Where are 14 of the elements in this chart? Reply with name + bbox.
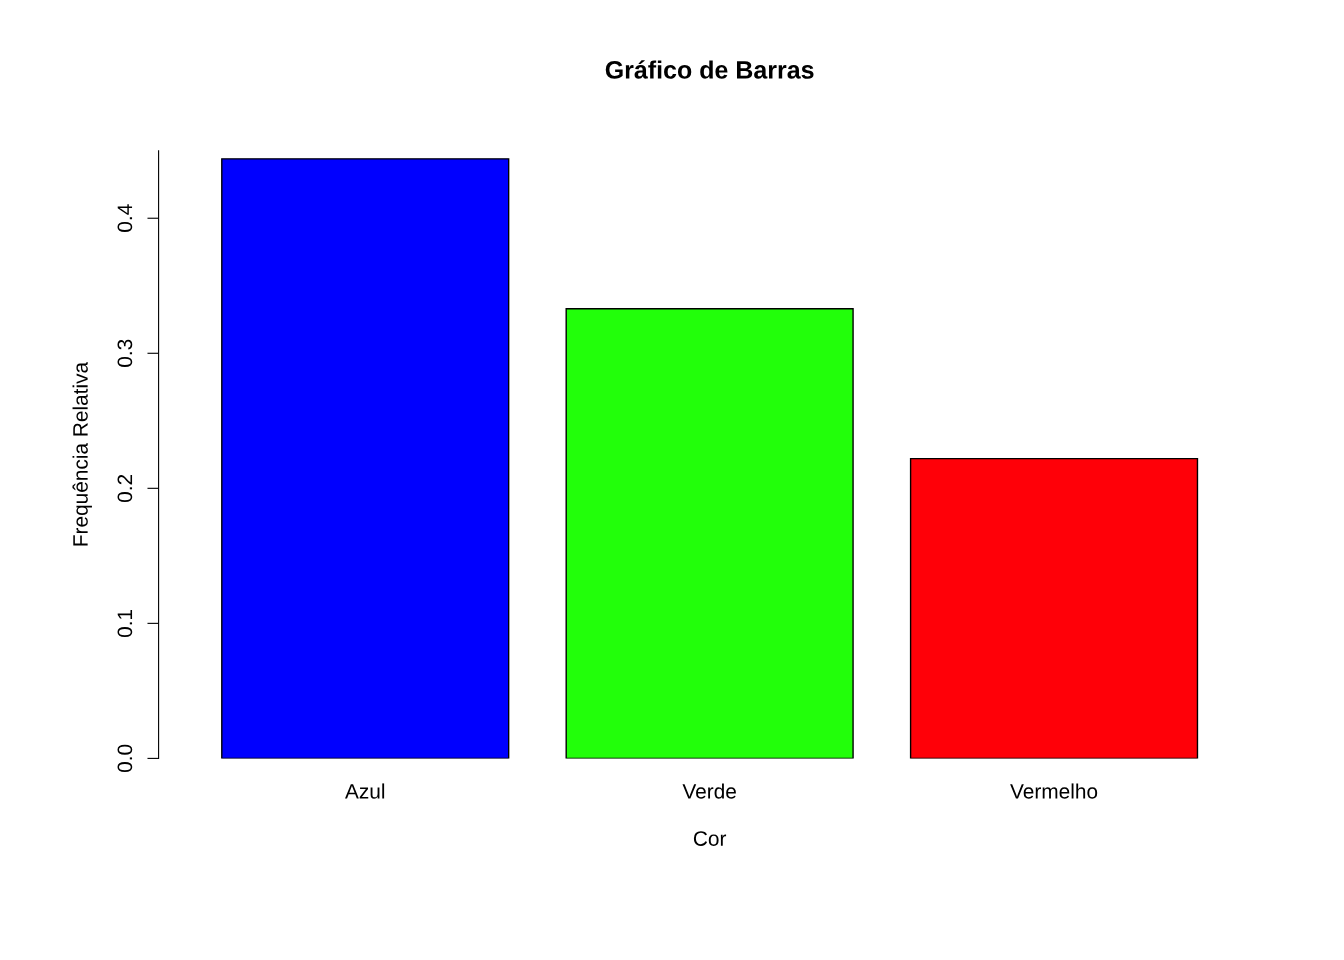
y-tick-label: 0.4	[117, 204, 133, 232]
x-axis-title: Cor	[693, 831, 727, 846]
y-axis-title: Frequência Relativa	[72, 361, 92, 546]
x-tick-label: Verde	[682, 783, 736, 799]
y-tick-label: 0.1	[117, 609, 133, 638]
y-tick-label: 0.0	[117, 744, 133, 773]
bar	[221, 158, 510, 759]
x-tick-label: Vermelho	[1010, 783, 1098, 799]
chart-title: Gráfico de Barras	[605, 60, 814, 79]
y-tick-label: 0.2	[117, 474, 133, 502]
y-tick-label: 0.3	[117, 339, 133, 367]
x-tick-label: Azul	[345, 783, 385, 799]
bar	[565, 308, 854, 759]
bar	[909, 457, 1199, 759]
